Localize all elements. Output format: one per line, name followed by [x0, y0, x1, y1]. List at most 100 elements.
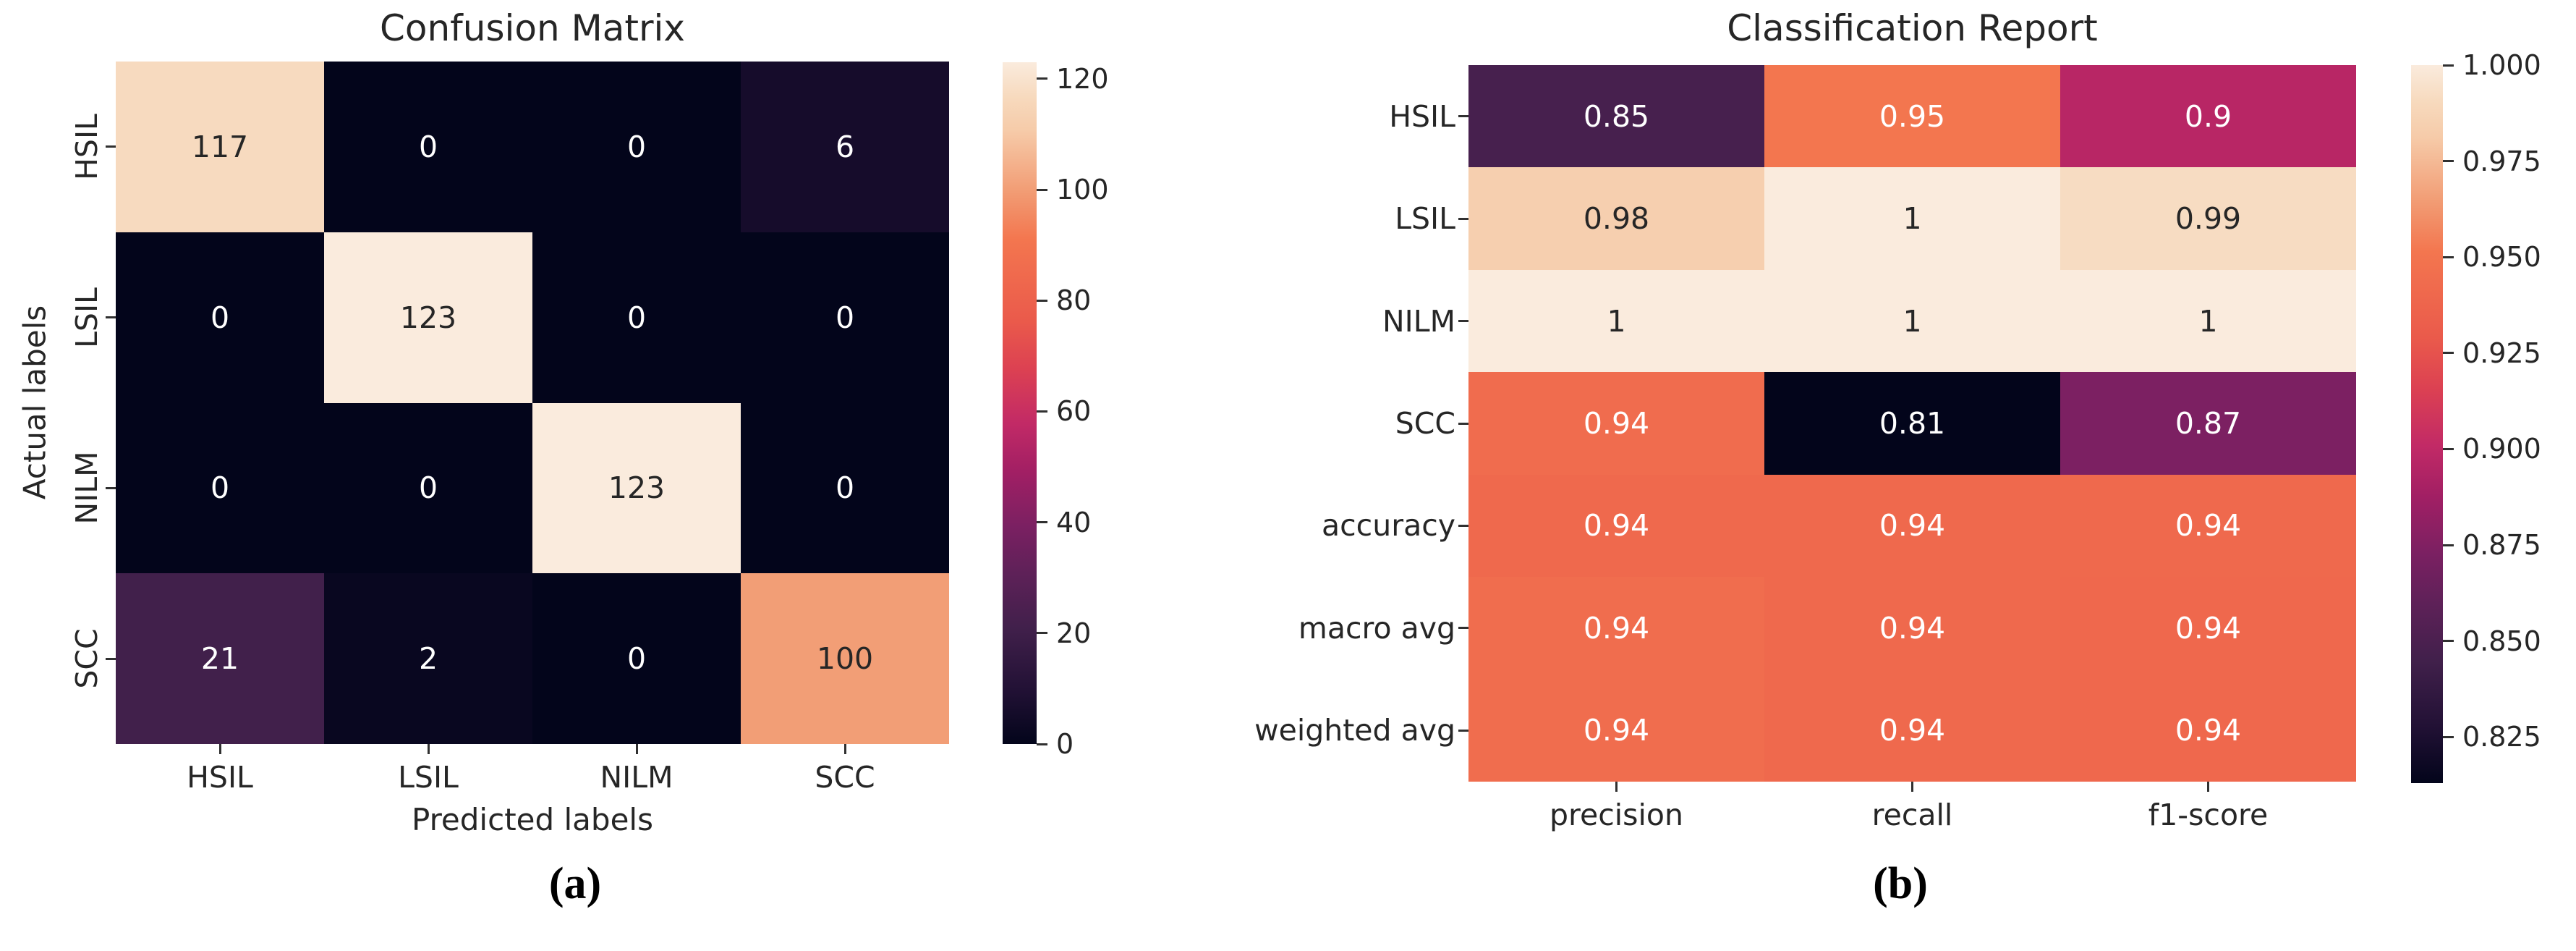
colorbar-tick-mark [2443, 544, 2454, 546]
colorbar-tick-label: 0 [1056, 728, 1074, 760]
heatmap-cell: 0 [741, 232, 949, 403]
classification-report-colorbar [2411, 65, 2443, 783]
heatmap-cell-value: 0.94 [1583, 610, 1650, 646]
y-tick-label: macro avg [1298, 610, 1455, 646]
x-tick-label: NILM [600, 760, 673, 795]
x-tick-label: f1-score [2148, 798, 2269, 832]
heatmap-cell-value: 21 [200, 641, 239, 677]
y-tick-label: accuracy [1322, 508, 1455, 544]
colorbar-tick-label: 0.850 [2462, 625, 2541, 657]
heatmap-cell: 0 [324, 402, 532, 574]
heatmap-cell: 0 [116, 232, 324, 403]
y-tick-mark [1458, 627, 1468, 630]
heatmap-cell-value: 0.99 [2175, 201, 2242, 237]
y-tick-mark [1458, 320, 1468, 323]
heatmap-cell: 0.87 [2060, 372, 2356, 475]
heatmap-cell: 1 [2060, 269, 2356, 373]
colorbar-tick-label: 80 [1056, 284, 1092, 317]
y-tick-mark [1458, 422, 1468, 425]
x-tick-mark [1615, 782, 1618, 792]
heatmap-cell-value: 1 [1903, 303, 1922, 339]
heatmap-cell-value: 0 [835, 470, 855, 506]
heatmap-cell: 123 [324, 232, 532, 403]
y-tick-label: NILM [1382, 303, 1455, 339]
heatmap-cell: 0.81 [1764, 372, 2060, 475]
classification-report-title: Classification Report [1727, 7, 2098, 49]
x-tick-label: recall [1871, 798, 1953, 832]
heatmap-cell-value: 0.85 [1583, 98, 1650, 134]
heatmap-cell-value: 0.95 [1879, 98, 1946, 134]
heatmap-cell: 0.94 [1468, 372, 1764, 475]
heatmap-cell-value: 0 [210, 300, 230, 335]
heatmap-cell: 1 [1468, 269, 1764, 373]
y-tick-label: SCC [1395, 406, 1455, 441]
y-tick-label: LSIL [69, 287, 104, 348]
heatmap-cell-value: 0 [626, 641, 647, 677]
colorbar-tick-label: 0.950 [2462, 241, 2541, 274]
colorbar-tick-mark [2443, 64, 2454, 67]
y-tick-label: LSIL [1395, 201, 1455, 237]
heatmap-cell-value: 0 [626, 300, 647, 335]
heatmap-cell-value: 100 [816, 641, 874, 677]
x-tick-label: SCC [815, 760, 875, 795]
colorbar-tick-label: 0.925 [2462, 337, 2541, 369]
heatmap-cell-value: 2 [418, 641, 438, 677]
heatmap-cell: 0.85 [1468, 65, 1764, 168]
heatmap-cell: 6 [741, 62, 949, 232]
heatmap-cell: 2 [324, 573, 532, 744]
y-tick-mark [106, 145, 116, 148]
heatmap-cell: 1 [1764, 269, 2060, 373]
colorbar-tick-label: 120 [1056, 62, 1109, 95]
colorbar-tick-label: 0.975 [2462, 145, 2541, 177]
heatmap-cell-value: 0.98 [1583, 201, 1650, 237]
colorbar-tick-mark [2443, 447, 2454, 450]
heatmap-cell-value: 1 [1903, 201, 1922, 237]
x-tick-mark [2207, 782, 2209, 792]
heatmap-cell: 0.94 [1468, 474, 1764, 578]
heatmap-cell: 100 [741, 573, 949, 744]
y-tick-mark [106, 316, 116, 319]
heatmap-cell-value: 0.94 [1879, 610, 1946, 646]
heatmap-cell: 0 [532, 232, 741, 403]
heatmap-cell-value: 0 [835, 300, 855, 335]
colorbar-tick-mark [1037, 299, 1047, 302]
colorbar-tick-label: 0.900 [2462, 433, 2541, 465]
colorbar-tick-label: 1.000 [2462, 49, 2541, 81]
heatmap-cell: 0.94 [2060, 577, 2356, 680]
colorbar-tick-mark [1037, 410, 1047, 413]
x-tick-label: precision [1550, 798, 1683, 832]
heatmap-cell-value: 0 [210, 470, 230, 506]
heatmap-cell-value: 0.9 [2184, 98, 2232, 134]
x-tick-label: LSIL [398, 760, 459, 795]
heatmap-cell: 0 [116, 402, 324, 574]
y-tick-label: HSIL [1389, 98, 1455, 134]
heatmap-cell-value: 0 [418, 129, 438, 164]
heatmap-cell-value: 0.94 [2175, 713, 2242, 748]
colorbar-tick-label: 60 [1056, 395, 1092, 428]
x-tick-mark [843, 744, 846, 754]
heatmap-cell-value: 1 [2198, 303, 2218, 339]
caption-b: (b) [1873, 859, 1928, 908]
colorbar-tick-mark [2443, 640, 2454, 643]
heatmap-cell-value: 0.94 [2175, 508, 2242, 544]
x-tick-mark [635, 744, 638, 754]
heatmap-cell-value: 0.81 [1879, 405, 1946, 441]
colorbar-tick-mark [2443, 160, 2454, 163]
heatmap-cell: 0.94 [2060, 679, 2356, 782]
heatmap-cell: 0.98 [1468, 167, 1764, 270]
heatmap-cell: 0.95 [1764, 65, 2060, 168]
heatmap-cell: 0.94 [1764, 474, 2060, 578]
heatmap-cell: 0 [741, 402, 949, 574]
heatmap-cell: 1 [1764, 167, 2060, 270]
heatmap-cell: 0.9 [2060, 65, 2356, 168]
heatmap-cell: 117 [116, 62, 324, 232]
heatmap-cell-value: 0.94 [1583, 405, 1650, 441]
y-tick-label: SCC [69, 628, 104, 689]
heatmap-cell: 0 [324, 62, 532, 232]
caption-a: (a) [548, 859, 602, 908]
heatmap-cell-value: 0.94 [2175, 610, 2242, 646]
colorbar-tick-label: 0.825 [2462, 721, 2541, 753]
y-tick-label: NILM [69, 451, 104, 525]
x-tick-label: HSIL [187, 760, 253, 795]
